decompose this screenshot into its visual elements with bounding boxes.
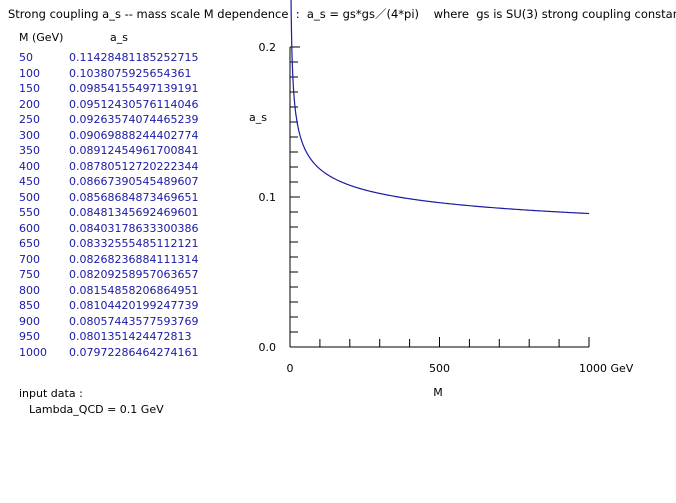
cell-coupling: 0.09069888244402774 — [69, 128, 199, 142]
cell-mass: 650 — [19, 237, 40, 250]
cell-mass: 850 — [19, 299, 40, 312]
table-header-mass: M (GeV) — [19, 31, 64, 44]
cell-mass: 100 — [19, 66, 40, 80]
cell-mass: 700 — [19, 252, 40, 266]
x-tick-label: 500 — [429, 362, 450, 375]
cell-mass: 50 — [19, 51, 33, 64]
input-data-label: input data : — [19, 387, 83, 400]
cell-coupling: 0.08154858206864951 — [69, 283, 199, 297]
cell-coupling: 0.0801351424472813 — [69, 330, 192, 343]
cell-coupling: 0.08780512720222344 — [69, 159, 199, 173]
cell-coupling: 0.11428481185252715 — [69, 51, 199, 64]
cell-mass: 750 — [19, 268, 40, 281]
cell-coupling: 0.08104420199247739 — [69, 299, 199, 312]
cell-coupling: 0.1038075925654361 — [69, 66, 192, 80]
cell-coupling: 0.07972286464274161 — [69, 345, 199, 359]
cell-mass: 950 — [19, 330, 40, 343]
cell-mass: 150 — [19, 82, 40, 95]
cell-mass: 500 — [19, 190, 40, 204]
x-axis-label: M — [433, 386, 443, 399]
y-tick-label: 0.1 — [259, 191, 277, 204]
cell-mass: 550 — [19, 206, 40, 219]
cell-coupling: 0.09263574074465239 — [69, 113, 199, 126]
page-title: Strong coupling a_s -- mass scale M depe… — [8, 7, 676, 21]
cell-mass: 300 — [19, 128, 40, 142]
cell-coupling: 0.08332555485112121 — [69, 237, 199, 250]
y-axis-label: a_s — [249, 111, 267, 124]
coupling-curve — [290, 0, 590, 215]
cell-coupling: 0.08912454961700841 — [69, 144, 199, 157]
cell-mass: 900 — [19, 314, 40, 328]
cell-coupling: 0.08667390545489607 — [69, 175, 199, 188]
cell-mass: 1000 — [19, 345, 47, 359]
x-tick-label: 1000 GeV — [579, 362, 634, 375]
cell-coupling: 0.08057443577593769 — [69, 314, 199, 328]
cell-mass: 250 — [19, 113, 40, 126]
cell-mass: 200 — [19, 97, 40, 111]
y-tick-label: 0.2 — [259, 41, 277, 54]
cell-coupling: 0.08268236884111314 — [69, 252, 199, 266]
cell-mass: 400 — [19, 159, 40, 173]
cell-mass: 350 — [19, 144, 40, 157]
cell-mass: 800 — [19, 283, 40, 297]
cell-mass: 600 — [19, 221, 40, 235]
lambda-qcd-value: Lambda_QCD = 0.1 GeV — [29, 403, 164, 416]
y-tick-label: 0.0 — [259, 341, 277, 354]
x-tick-label: 0 — [287, 362, 294, 375]
cell-coupling: 0.08481345692469601 — [69, 206, 199, 219]
cell-coupling: 0.08568684873469651 — [69, 190, 199, 204]
cell-mass: 450 — [19, 175, 40, 188]
table-header-coupling: a_s — [110, 31, 128, 44]
cell-coupling: 0.09512430576114046 — [69, 97, 199, 111]
cell-coupling: 0.09854155497139191 — [69, 82, 199, 95]
cell-coupling: 0.08209258957063657 — [69, 268, 199, 281]
cell-coupling: 0.08403178633300386 — [69, 221, 199, 235]
